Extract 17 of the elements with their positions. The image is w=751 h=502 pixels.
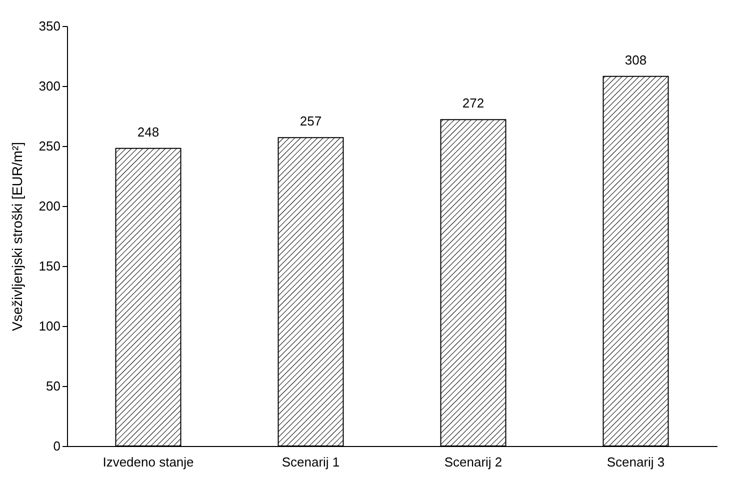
data-label: 308	[624, 52, 647, 68]
data-label: 272	[462, 96, 484, 111]
y-tick-label: 100	[38, 318, 60, 334]
y-axis-title: Vseživljenjski stroški [EUR/m²]	[8, 142, 25, 332]
y-tick-label: 50	[46, 378, 60, 394]
x-tick-label: Scenarij 1	[282, 454, 340, 470]
y-tick-label: 0	[53, 438, 60, 454]
y-tick-label: 300	[38, 78, 60, 94]
y-tick-label: 150	[38, 258, 60, 274]
y-tick-label: 350	[38, 18, 60, 34]
y-tick-label: 250	[38, 138, 60, 154]
data-label: 248	[137, 124, 160, 140]
data-label: 257	[300, 114, 322, 129]
y-tick-label: 200	[38, 198, 60, 214]
x-tick-label: Izvedeno stanje	[102, 454, 194, 470]
x-tick-label: Scenarij 2	[444, 454, 502, 470]
x-tick-label: Scenarij 3	[606, 454, 665, 470]
